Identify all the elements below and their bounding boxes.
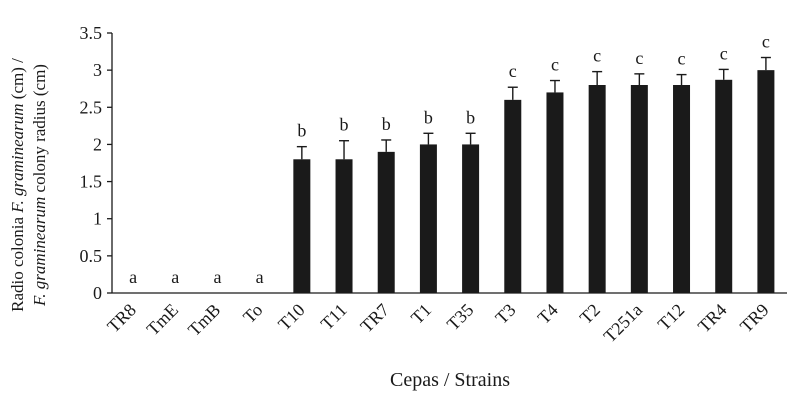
y-axis-title-part: (cm) / xyxy=(8,58,27,104)
significance-letter: a xyxy=(256,267,264,287)
x-tick-label: T4 xyxy=(534,300,562,328)
y-axis-title-part: colony radius (cm) xyxy=(30,64,49,197)
y-axis-title: Radio colonia F. graminearum (cm) /F. gr… xyxy=(8,58,49,312)
significance-letter: b xyxy=(466,107,475,127)
x-tick-label: TR7 xyxy=(356,300,393,337)
significance-letter: b xyxy=(340,115,349,135)
significance-letter: c xyxy=(635,48,643,68)
y-tick-label: 2.5 xyxy=(80,97,103,117)
significance-letter: a xyxy=(171,267,179,287)
significance-letter: c xyxy=(509,61,517,81)
y-axis-title-part: F. graminearum xyxy=(8,103,27,213)
significance-letter: a xyxy=(213,267,221,287)
bar-TR9 xyxy=(757,70,775,294)
x-tick-label: TR8 xyxy=(103,300,140,337)
significance-letters: a a a a b b b b b c c c c c c c xyxy=(129,32,770,287)
bar-T2 xyxy=(588,85,606,293)
bar-T10 xyxy=(293,159,311,293)
x-tick-label: TmB xyxy=(184,300,224,340)
y-tick-label: 1.5 xyxy=(80,172,103,192)
significance-letter: c xyxy=(762,32,770,52)
x-tick-label: TR9 xyxy=(736,300,773,337)
x-tick-label: T11 xyxy=(317,300,351,334)
significance-letter: c xyxy=(593,46,601,66)
significance-letter: b xyxy=(297,121,306,141)
significance-letter: c xyxy=(720,43,728,63)
bars xyxy=(293,70,775,294)
bar-TR7 xyxy=(377,151,395,293)
y-axis-title-part: Radio colonia xyxy=(8,213,27,312)
error-bars xyxy=(296,56,771,160)
y-axis-title-line-1: Radio colonia F. graminearum (cm) / xyxy=(8,58,27,312)
y-tick-label: 3 xyxy=(93,60,102,80)
bar-T251a xyxy=(630,85,648,293)
significance-letter: a xyxy=(129,267,137,287)
x-tick-label: T10 xyxy=(274,300,309,335)
x-tick-label: T3 xyxy=(491,300,519,328)
y-tick-label: 3.5 xyxy=(80,23,103,43)
x-tick-label: T2 xyxy=(576,300,604,328)
bar-T12 xyxy=(673,85,691,293)
x-tick-label: TmE xyxy=(143,300,183,340)
significance-letter: b xyxy=(382,114,391,134)
significance-letter: c xyxy=(551,55,559,75)
y-axis: 0 0.5 1 1.5 2 2.5 3 3.5 xyxy=(80,23,113,303)
significance-letter: c xyxy=(678,49,686,69)
y-axis-title-part: F. graminearum xyxy=(30,197,49,307)
x-tick-label: T251a xyxy=(600,300,647,347)
x-tick-label: T35 xyxy=(443,300,478,335)
x-axis-title: Cepas / Strains xyxy=(390,369,510,391)
bar-T1 xyxy=(419,144,437,293)
y-tick-label: 1 xyxy=(93,209,102,229)
bar-T4 xyxy=(546,92,564,293)
bar-T3 xyxy=(504,99,522,293)
bar-T11 xyxy=(335,159,353,293)
bar-T35 xyxy=(462,144,480,293)
y-axis-title-line-2: F. graminearum colony radius (cm) xyxy=(30,64,49,307)
y-tick-label: 0 xyxy=(93,283,102,303)
significance-letter: b xyxy=(424,107,433,127)
x-tick-label: TR4 xyxy=(694,300,731,337)
x-tick-label: T12 xyxy=(654,300,689,335)
y-tick-label: 2 xyxy=(93,134,102,154)
y-tick-label: 0.5 xyxy=(80,246,103,266)
x-tick-label: T1 xyxy=(407,300,435,328)
x-tick-label: To xyxy=(239,300,266,327)
bar-TR4 xyxy=(715,79,733,293)
